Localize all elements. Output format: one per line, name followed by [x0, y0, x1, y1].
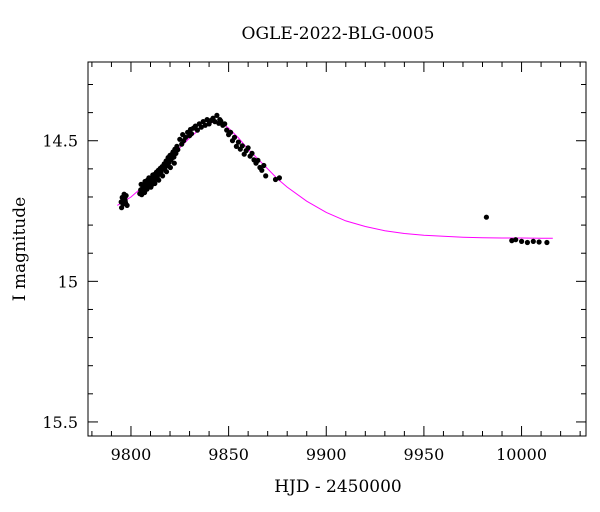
- x-tick-label: 9950: [404, 445, 445, 464]
- data-point: [160, 173, 166, 179]
- data-point: [530, 238, 536, 244]
- y-tick-label: 14.5: [42, 132, 78, 151]
- y-tick-label: 15: [58, 272, 78, 291]
- data-point: [224, 127, 230, 133]
- y-axis-label: I magnitude: [10, 197, 30, 301]
- data-point: [239, 143, 245, 149]
- data-point: [188, 131, 195, 137]
- data-point: [150, 172, 156, 178]
- data-point: [259, 167, 265, 173]
- data-point: [222, 121, 228, 127]
- data-point: [158, 166, 164, 172]
- data-point: [169, 155, 175, 161]
- x-tick-label: 10000: [496, 445, 547, 464]
- data-point: [119, 205, 125, 211]
- data-point: [233, 143, 239, 149]
- data-point: [175, 147, 181, 153]
- chart-title: OGLE-2022-BLG-0005: [242, 24, 435, 44]
- data-point: [544, 239, 550, 246]
- data-point: [272, 176, 279, 183]
- data-point: [177, 136, 183, 142]
- x-tick-label: 9800: [111, 445, 152, 464]
- data-point: [228, 129, 234, 135]
- y-tick-label: 15.5: [42, 413, 78, 432]
- data-point: [167, 164, 173, 171]
- data-point: [163, 169, 170, 175]
- data-point: [122, 195, 128, 201]
- plot-frame: [87, 61, 587, 437]
- x-tick-label: 9900: [306, 445, 347, 464]
- data-point: [276, 175, 282, 181]
- data-point: [156, 177, 162, 183]
- observations: [118, 112, 550, 246]
- data-point: [148, 184, 154, 190]
- data-point: [171, 160, 177, 166]
- data-point: [202, 122, 208, 128]
- axis-ticks: [88, 62, 586, 436]
- data-point: [192, 123, 198, 129]
- data-point: [165, 158, 172, 164]
- data-point: [194, 127, 200, 133]
- x-tick-label: 9850: [208, 445, 249, 464]
- data-point: [261, 162, 267, 169]
- data-point: [146, 175, 152, 181]
- data-point: [138, 181, 144, 187]
- data-point: [513, 237, 519, 243]
- data-point: [509, 238, 515, 244]
- data-point: [144, 186, 150, 192]
- data-point: [204, 117, 210, 123]
- data-point: [183, 134, 189, 140]
- data-point: [140, 188, 146, 194]
- data-point: [122, 200, 129, 206]
- data-point: [263, 173, 269, 179]
- data-point: [249, 150, 255, 156]
- data-point: [231, 134, 238, 140]
- data-point: [152, 180, 158, 187]
- data-point: [198, 124, 204, 130]
- data-point: [255, 157, 261, 163]
- data-point: [162, 162, 168, 168]
- data-point: [536, 239, 542, 245]
- x-axis-label: HJD - 2450000: [274, 477, 402, 497]
- data-point: [524, 239, 531, 246]
- data-point: [142, 178, 148, 185]
- data-point: [154, 171, 160, 177]
- data-point: [218, 118, 224, 124]
- data-point: [483, 214, 489, 220]
- data-point: [214, 112, 220, 118]
- data-point: [245, 145, 251, 151]
- data-point: [519, 238, 525, 244]
- data-point: [212, 119, 218, 125]
- data-point: [235, 139, 241, 145]
- tick-labels: 9800 9850 9900 9950 10000 14.5 15 15.5: [42, 132, 547, 464]
